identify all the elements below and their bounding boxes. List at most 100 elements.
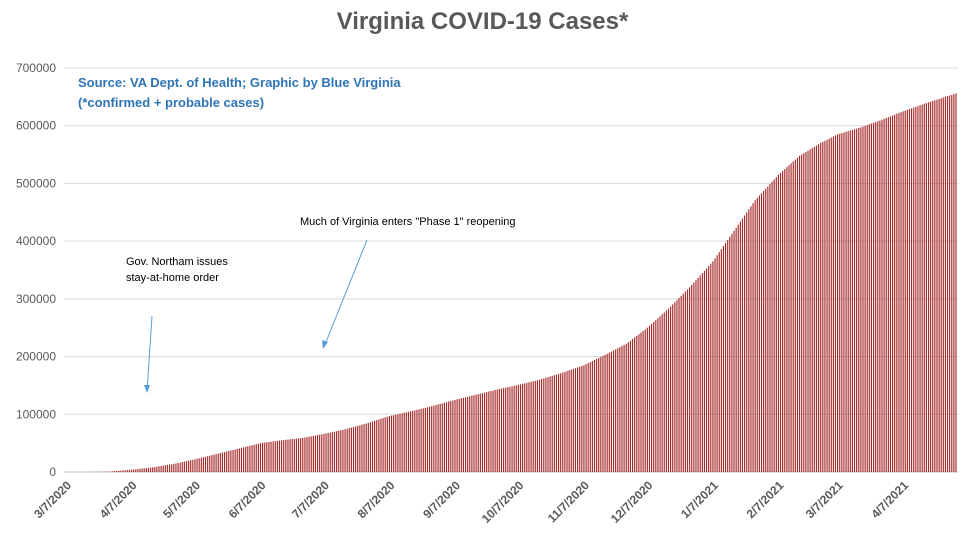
bar: [663, 312, 665, 472]
bar: [202, 457, 204, 472]
bar: [714, 258, 716, 472]
bar: [621, 346, 623, 472]
bar: [779, 172, 782, 472]
bar: [803, 153, 805, 472]
bar: [145, 468, 147, 472]
bar: [930, 101, 932, 473]
bar: [384, 417, 386, 472]
bar: [724, 242, 727, 472]
bar: [266, 442, 268, 472]
bar: [932, 101, 934, 472]
bar: [329, 432, 331, 472]
bar: [627, 342, 629, 472]
bar: [560, 373, 562, 472]
bar: [936, 99, 938, 472]
bar: [209, 455, 211, 472]
bar: [596, 359, 598, 472]
bar: [467, 396, 469, 472]
bar: [509, 386, 511, 472]
bar: [380, 418, 382, 472]
bar: [217, 453, 219, 472]
bar: [951, 94, 953, 472]
bar: [923, 103, 925, 472]
bar: [443, 402, 445, 472]
bar: [181, 462, 183, 472]
x-tick-label: 4/7/2020: [97, 478, 140, 521]
bar: [221, 452, 224, 472]
bar: [731, 233, 733, 472]
bar: [574, 368, 577, 472]
bar: [830, 137, 832, 472]
y-tick-label: 0: [49, 465, 56, 479]
bar: [845, 131, 847, 472]
bar: [399, 413, 401, 472]
bar: [949, 95, 951, 472]
bar: [811, 148, 813, 473]
arrow-phase1: [323, 239, 368, 348]
x-tick-label: 11/7/2020: [545, 478, 592, 525]
bar: [412, 410, 414, 472]
bar: [615, 349, 617, 472]
bar: [177, 463, 179, 472]
bar: [475, 394, 477, 472]
bar: [629, 340, 632, 472]
bar: [405, 412, 407, 472]
bar: [137, 469, 139, 472]
bar: [488, 391, 490, 472]
x-tick-label: 5/7/2020: [160, 478, 203, 521]
bar: [708, 266, 710, 472]
bar: [661, 314, 663, 472]
bar: [653, 322, 655, 472]
bar: [746, 212, 748, 472]
bar: [289, 439, 291, 472]
bar: [526, 382, 528, 472]
bar: [579, 366, 581, 472]
bar: [908, 109, 911, 472]
bar: [695, 280, 697, 472]
bar: [243, 447, 245, 472]
bar: [272, 441, 274, 472]
bar: [211, 455, 213, 472]
bar: [122, 470, 124, 472]
bar: [744, 215, 746, 472]
bar: [670, 306, 672, 472]
bar: [691, 284, 693, 472]
bar: [720, 249, 722, 472]
bar: [188, 460, 190, 472]
bar: [196, 458, 198, 472]
bar: [801, 154, 803, 472]
bar: [782, 170, 784, 472]
x-tick-label: 12/7/2020: [608, 478, 656, 526]
bar: [807, 150, 809, 472]
bar: [885, 118, 887, 472]
bar: [792, 161, 794, 472]
bar: [458, 398, 460, 472]
bar: [149, 467, 152, 472]
chart-title: Virginia COVID-19 Cases*: [336, 8, 629, 35]
bar: [739, 221, 741, 472]
bar: [268, 441, 270, 472]
y-tick-label: 400000: [16, 234, 56, 248]
bar: [448, 401, 450, 472]
bar: [378, 419, 380, 472]
bar: [524, 383, 526, 472]
bar: [126, 470, 128, 472]
bar: [760, 193, 763, 473]
bar: [856, 128, 858, 472]
bar: [300, 438, 302, 472]
bar: [847, 131, 849, 472]
bar: [699, 275, 701, 472]
bar: [634, 337, 636, 472]
bar: [665, 310, 667, 472]
bar: [109, 471, 111, 472]
bar: [367, 422, 369, 472]
bar: [490, 391, 492, 472]
bar: [566, 371, 568, 472]
bar: [604, 354, 606, 472]
bar: [477, 394, 479, 472]
bar: [462, 397, 465, 472]
bar: [308, 436, 310, 472]
bar: [722, 246, 725, 472]
bar: [426, 407, 429, 472]
